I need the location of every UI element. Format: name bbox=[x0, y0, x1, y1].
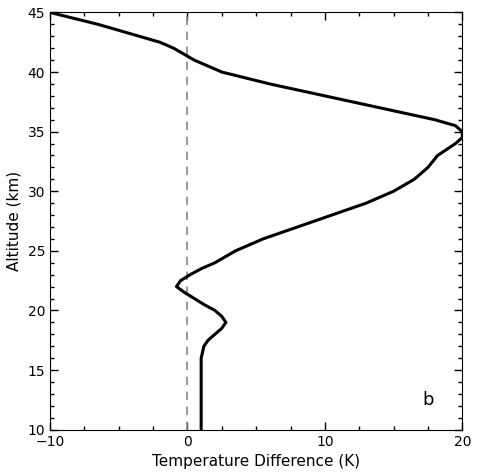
Text: b: b bbox=[422, 391, 434, 409]
X-axis label: Temperature Difference (K): Temperature Difference (K) bbox=[152, 454, 360, 469]
Y-axis label: Altitude (km): Altitude (km) bbox=[7, 171, 22, 271]
